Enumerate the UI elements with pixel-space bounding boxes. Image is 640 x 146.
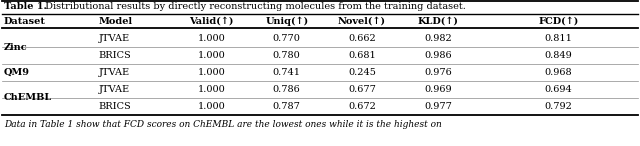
Text: Novel(↑): Novel(↑) xyxy=(338,17,386,26)
Text: JTVAE: JTVAE xyxy=(99,85,130,94)
Text: Zinc: Zinc xyxy=(4,42,28,52)
Text: 0.672: 0.672 xyxy=(348,102,376,111)
Text: 0.787: 0.787 xyxy=(273,102,301,111)
Text: 0.811: 0.811 xyxy=(545,34,572,43)
Text: 1.000: 1.000 xyxy=(198,85,225,94)
Text: Table 1.: Table 1. xyxy=(4,2,47,11)
Text: QM9: QM9 xyxy=(4,68,30,77)
Text: 0.681: 0.681 xyxy=(348,51,376,60)
Text: 1.000: 1.000 xyxy=(198,102,225,111)
Text: 0.968: 0.968 xyxy=(545,68,572,77)
Text: 0.792: 0.792 xyxy=(545,102,572,111)
Text: 0.786: 0.786 xyxy=(273,85,301,94)
Text: Model: Model xyxy=(99,17,133,26)
Text: BRICS: BRICS xyxy=(99,102,131,111)
Text: Dataset: Dataset xyxy=(4,17,46,26)
Text: 0.969: 0.969 xyxy=(424,85,452,94)
Text: FCD(↑): FCD(↑) xyxy=(538,17,579,26)
Text: 0.780: 0.780 xyxy=(273,51,301,60)
Text: 0.849: 0.849 xyxy=(545,51,572,60)
Text: 0.770: 0.770 xyxy=(273,34,301,43)
Text: 0.662: 0.662 xyxy=(348,34,376,43)
Text: 0.694: 0.694 xyxy=(545,85,572,94)
Text: 0.245: 0.245 xyxy=(348,68,376,77)
Text: ChEMBL: ChEMBL xyxy=(4,93,52,102)
Text: 0.977: 0.977 xyxy=(424,102,452,111)
Text: 1.000: 1.000 xyxy=(198,51,225,60)
Text: Data in Table 1 show that FCD scores on ChEMBL are the lowest ones while it is t: Data in Table 1 show that FCD scores on … xyxy=(4,120,442,129)
Text: 0.741: 0.741 xyxy=(273,68,301,77)
Text: 1.000: 1.000 xyxy=(198,68,225,77)
Text: Uniq(↑): Uniq(↑) xyxy=(265,17,308,26)
Text: JTVAE: JTVAE xyxy=(99,34,130,43)
Text: BRICS: BRICS xyxy=(99,51,131,60)
Text: 0.986: 0.986 xyxy=(424,51,452,60)
Text: 0.982: 0.982 xyxy=(424,34,452,43)
Text: Valid(↑): Valid(↑) xyxy=(189,17,234,26)
Text: KLD(↑): KLD(↑) xyxy=(418,17,459,26)
Text: 1.000: 1.000 xyxy=(198,34,225,43)
Text: JTVAE: JTVAE xyxy=(99,68,130,77)
Text: Distributional results by directly reconstructing molecules from the training da: Distributional results by directly recon… xyxy=(42,2,466,11)
Text: 0.976: 0.976 xyxy=(424,68,452,77)
Text: 0.677: 0.677 xyxy=(348,85,376,94)
